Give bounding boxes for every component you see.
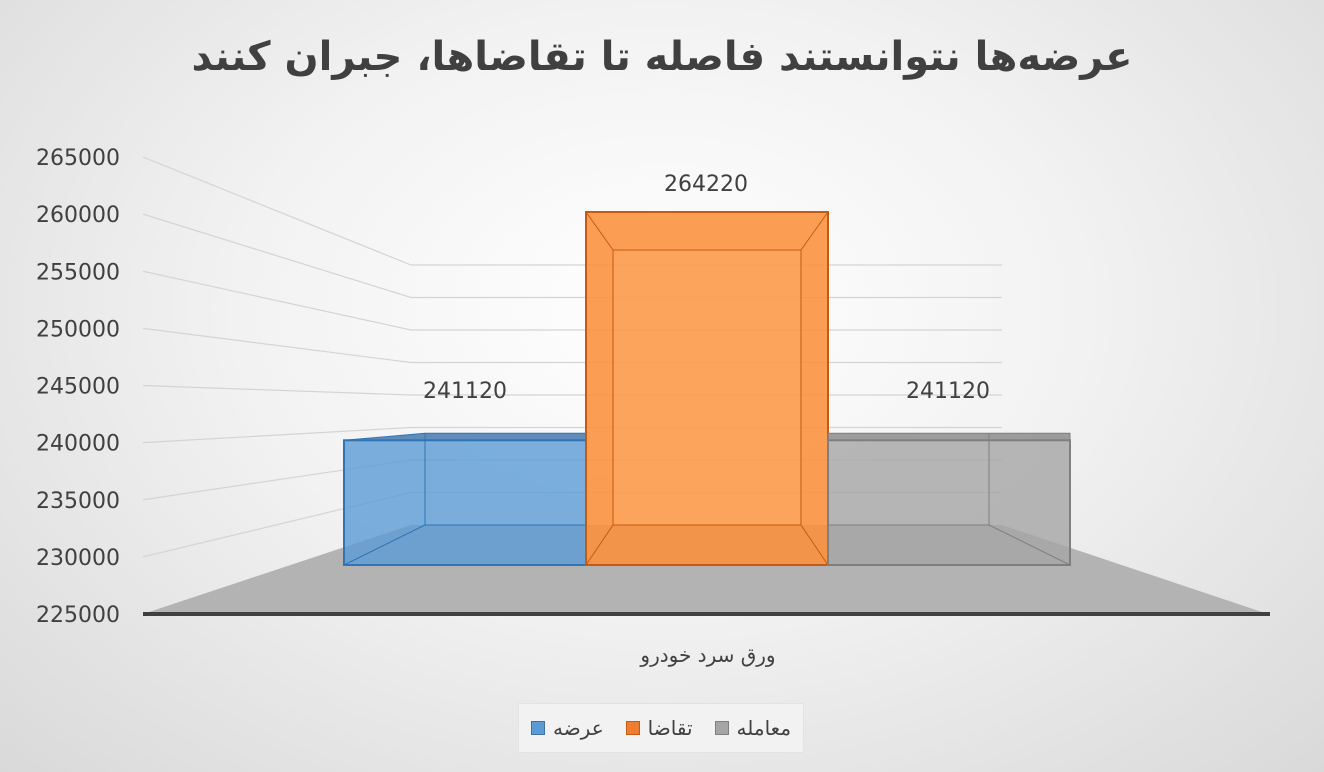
legend-swatch-supply <box>530 721 545 735</box>
gridline-side <box>142 213 412 299</box>
bar-supply <box>343 432 587 566</box>
bar-trade <box>827 432 1071 566</box>
y-tick-label: 265000 <box>36 146 120 171</box>
y-tick-label: 260000 <box>36 203 120 228</box>
gridline-side <box>142 426 412 444</box>
bar-trade-top <box>827 432 1071 441</box>
y-tick-label: 245000 <box>36 375 120 400</box>
legend-label-demand: تقاضا <box>647 716 693 740</box>
bar-demand-edge <box>800 211 829 251</box>
bar-supply-front <box>343 439 587 566</box>
y-tick-label: 255000 <box>36 260 120 285</box>
bar-trade-edge <box>988 524 1071 566</box>
data-label: 241120 <box>906 379 990 404</box>
legend: عرضه تقاضا معامله <box>518 703 804 753</box>
bar-demand-back <box>612 249 802 526</box>
bar-demand-edge <box>585 524 614 566</box>
legend-label-supply: عرضه <box>552 716 604 740</box>
y-tick-label: 240000 <box>36 432 120 457</box>
legend-label-trade: معامله <box>736 716 792 740</box>
legend-item-demand: تقاضا <box>625 716 693 740</box>
bar-trade-front <box>827 439 1071 566</box>
legend-item-trade: معامله <box>714 716 792 740</box>
y-tick-label: 225000 <box>36 603 120 628</box>
gridline-side <box>142 156 412 266</box>
chart-title: عرضه‌ها نتوانستند فاصله تا تقاضاها، جبرا… <box>191 34 1133 80</box>
x-category-label: ورق سرد خودرو <box>639 643 775 667</box>
legend-swatch-trade <box>714 721 729 735</box>
legend-swatch-demand <box>625 721 640 735</box>
data-label: 241120 <box>423 379 507 404</box>
bar-demand-edge <box>800 524 829 566</box>
y-tick-label: 250000 <box>36 317 120 342</box>
gridline-side <box>142 270 412 331</box>
bar-demand <box>585 211 829 566</box>
legend-item-supply: عرضه <box>530 716 604 740</box>
gridline-side <box>142 327 412 364</box>
bar-demand-front <box>585 211 829 566</box>
gridline-side <box>142 384 412 396</box>
data-label: 264220 <box>664 172 748 197</box>
y-tick-label: 230000 <box>36 546 120 571</box>
y-tick-label: 235000 <box>36 489 120 514</box>
bar-demand-edge <box>585 211 614 251</box>
bar-supply-edge <box>343 524 426 566</box>
